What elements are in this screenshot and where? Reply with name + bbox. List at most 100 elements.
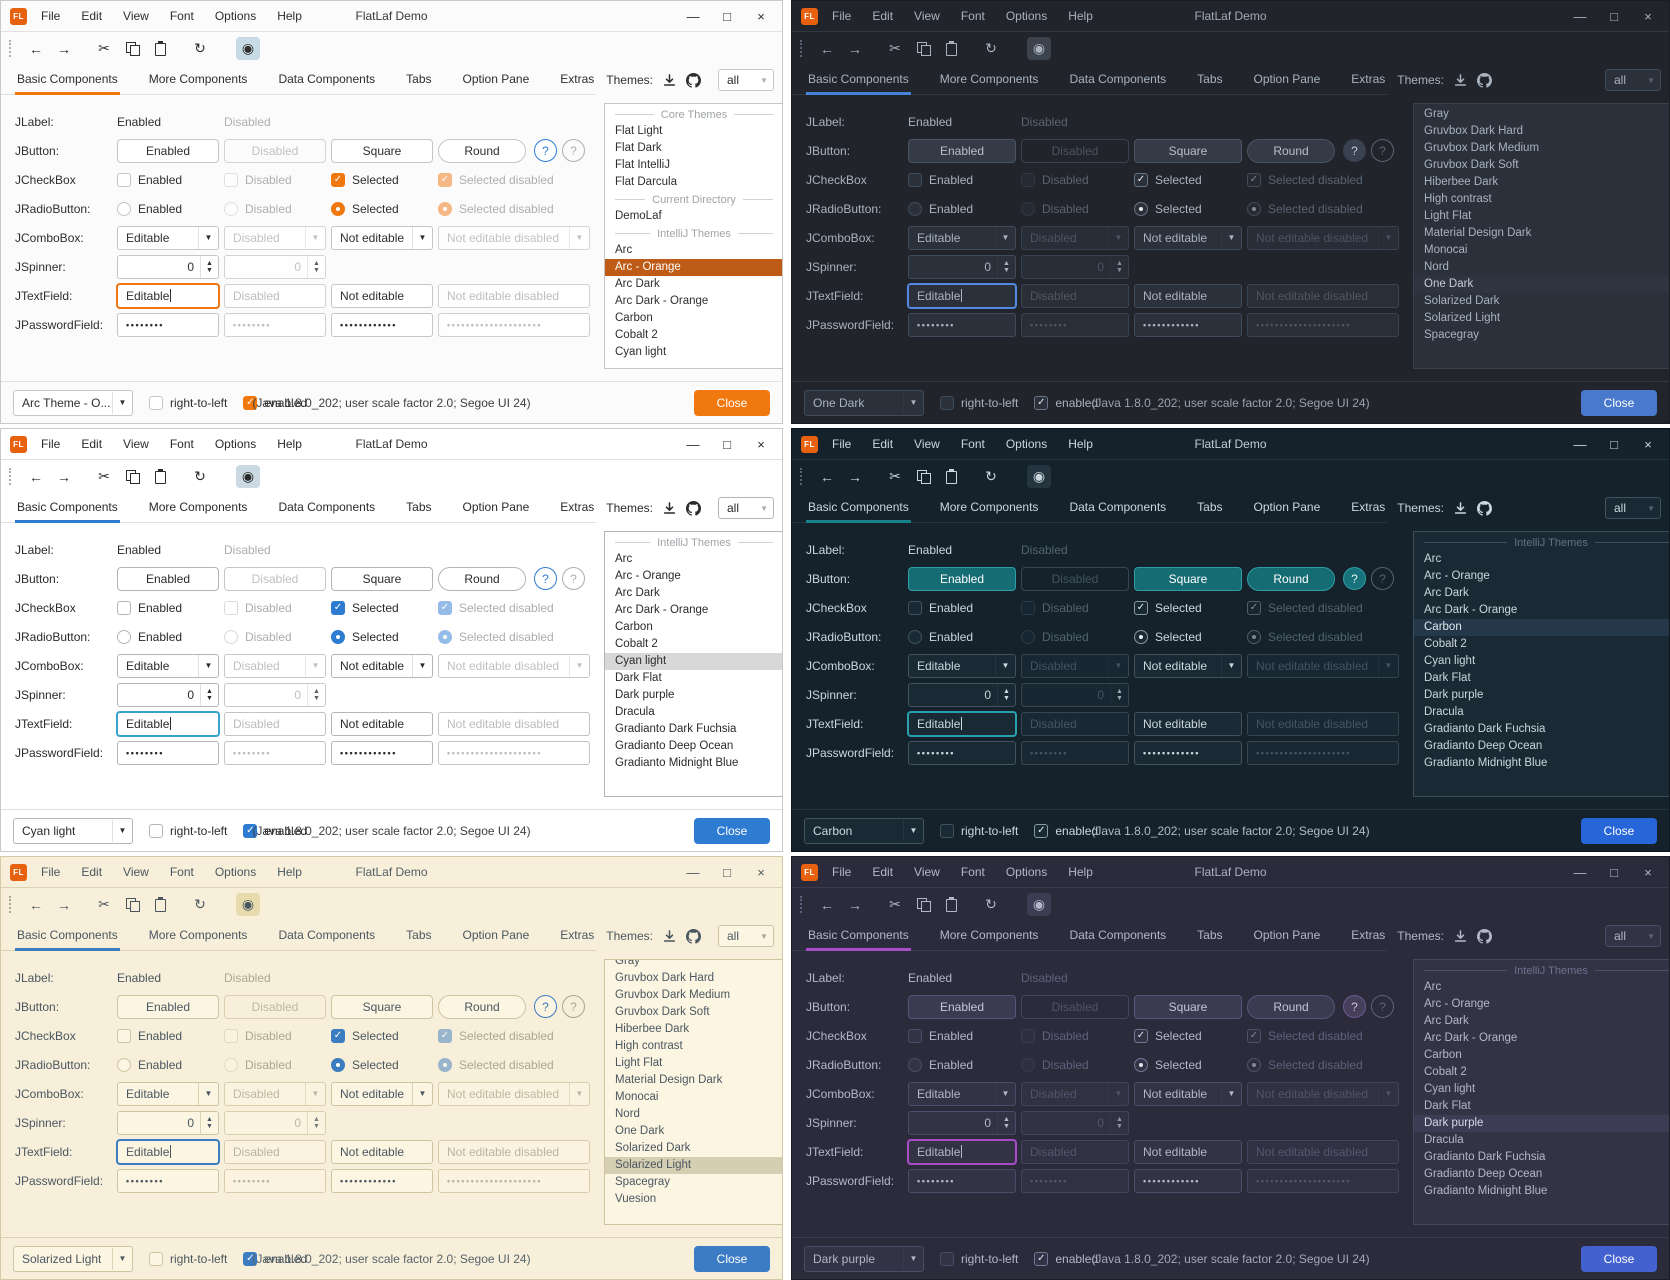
theme-list-item[interactable]: Gradianto Dark Fuchsia <box>1424 1151 1546 1163</box>
button[interactable]: Enabled <box>908 566 1016 591</box>
refresh-icon[interactable]: ↻ <box>985 468 997 484</box>
theme-list-item[interactable]: Dracula <box>615 706 655 718</box>
theme-list-item[interactable]: High contrast <box>1424 193 1492 205</box>
theme-selector[interactable]: Solarized Light ▼ <box>13 1245 133 1272</box>
theme-list-item[interactable]: Gruvbox Dark Hard <box>615 972 715 984</box>
enabled-checkbox[interactable]: ✓ enabled <box>243 823 307 838</box>
cut-icon[interactable]: ✂ <box>889 40 901 56</box>
back-icon[interactable]: ← <box>29 40 43 57</box>
checkbox[interactable]: Enabled <box>908 1028 973 1043</box>
back-icon[interactable]: ← <box>29 896 43 913</box>
theme-list-item[interactable]: Dark Flat <box>615 672 662 684</box>
combo-box[interactable]: Not editable ▼ <box>331 225 433 250</box>
button[interactable]: Round <box>1247 566 1335 591</box>
inspect-eye-icon[interactable]: ◉ <box>1027 37 1051 60</box>
minimize-button[interactable]: — <box>1573 8 1587 24</box>
theme-list-item[interactable]: Arc Dark - Orange <box>1424 1032 1518 1044</box>
checkbox[interactable]: ✓ Selected <box>1134 172 1202 187</box>
theme-list-item[interactable]: Flat Darcula <box>615 176 677 188</box>
menu-item-options[interactable]: Options <box>1005 437 1048 451</box>
theme-list-item[interactable]: Nord <box>1424 261 1449 273</box>
checkbox[interactable]: ✓ Selected <box>331 600 399 615</box>
theme-list-item[interactable]: Cobalt 2 <box>1424 1066 1467 1078</box>
password-field[interactable]: •••••••• <box>117 312 219 337</box>
cut-icon[interactable]: ✂ <box>98 40 110 56</box>
text-field[interactable]: Not editable <box>331 1139 433 1164</box>
theme-list-item[interactable]: Arc Dark - Orange <box>615 604 709 616</box>
download-icon[interactable] <box>662 501 677 516</box>
tab-data-components[interactable]: Data Components <box>1069 927 1167 942</box>
checkbox[interactable]: ✓ Selected <box>1134 600 1202 615</box>
drag-handle-icon[interactable] <box>800 896 804 913</box>
password-field[interactable]: •••••••• <box>117 740 219 765</box>
inspect-eye-icon[interactable]: ◉ <box>236 37 260 60</box>
menu-item-help[interactable]: Help <box>1068 437 1093 451</box>
checkbox[interactable]: Enabled <box>117 600 182 615</box>
tab-basic-components[interactable]: Basic Components <box>806 921 911 951</box>
theme-list-item[interactable]: Monocai <box>1424 244 1468 256</box>
text-field[interactable]: Not editable <box>331 283 433 308</box>
copy-icon[interactable] <box>911 893 935 916</box>
rtl-checkbox[interactable]: right-to-left <box>940 395 1018 410</box>
theme-list-item[interactable]: Arc <box>1424 553 1442 565</box>
menu-item-font[interactable]: Font <box>960 865 985 879</box>
theme-list-item[interactable]: Spacegray <box>1424 329 1479 341</box>
radio-button[interactable]: Selected <box>331 201 399 216</box>
combo-box[interactable]: Editable ▼ <box>117 653 219 678</box>
tab-more-components[interactable]: More Components <box>148 71 248 86</box>
theme-list-item[interactable]: Flat Light <box>615 125 663 137</box>
tab-data-components[interactable]: Data Components <box>278 71 376 86</box>
menu-item-file[interactable]: File <box>832 865 852 879</box>
menu-item-edit[interactable]: Edit <box>872 865 894 879</box>
rtl-checkbox[interactable]: right-to-left <box>149 395 227 410</box>
theme-list-item[interactable]: Solarized Light <box>1424 312 1501 324</box>
theme-list-item[interactable]: Dark Flat <box>1424 1100 1471 1112</box>
button[interactable]: Round <box>1247 994 1335 1019</box>
password-field[interactable]: •••••••• <box>117 1168 219 1193</box>
combo-box[interactable]: Editable ▼ <box>908 225 1016 250</box>
tab-data-components[interactable]: Data Components <box>1069 499 1167 514</box>
theme-filter-select[interactable]: all ▼ <box>718 497 774 519</box>
combo-box[interactable]: Not editable ▼ <box>1134 653 1242 678</box>
button[interactable]: Enabled <box>117 138 219 163</box>
theme-list-item[interactable]: One Dark <box>615 1125 665 1137</box>
checkbox[interactable]: ✓ Selected <box>1134 1028 1202 1043</box>
button[interactable]: Round <box>438 566 526 591</box>
theme-selector[interactable]: Dark purple ▼ <box>804 1245 924 1272</box>
radio-button[interactable]: Enabled <box>908 1057 973 1072</box>
password-field[interactable]: •••••••• <box>908 312 1016 337</box>
close-button[interactable]: Close <box>694 1245 770 1272</box>
tab-extras[interactable]: Extras <box>560 71 595 86</box>
spinner-arrows[interactable]: ▲ ▼ <box>997 1111 1015 1134</box>
copy-icon[interactable] <box>120 465 144 488</box>
forward-icon[interactable]: → <box>57 896 71 913</box>
tab-option-pane[interactable]: Option Pane <box>462 927 530 942</box>
theme-list-item[interactable]: Carbon <box>615 312 653 324</box>
theme-list-item[interactable]: Cobalt 2 <box>615 638 658 650</box>
back-icon[interactable]: ← <box>820 40 834 57</box>
theme-list-item[interactable]: Monocai <box>615 1091 659 1103</box>
close-button[interactable]: Close <box>694 817 770 844</box>
menu-item-help[interactable]: Help <box>277 437 302 451</box>
help-button[interactable]: ? <box>534 995 557 1018</box>
password-field[interactable]: •••••••••••• <box>1134 312 1242 337</box>
menu-item-options[interactable]: Options <box>1005 865 1048 879</box>
spinner[interactable]: 0 ▲ ▼ <box>908 1110 1016 1135</box>
radio-button[interactable]: Enabled <box>117 201 182 216</box>
theme-list-item[interactable]: Arc - Orange <box>605 259 782 276</box>
spinner[interactable]: 0 ▲ ▼ <box>908 254 1016 279</box>
drag-handle-icon[interactable] <box>800 40 804 57</box>
spinner[interactable]: 0 ▲ ▼ <box>117 682 219 707</box>
button[interactable]: Square <box>1134 138 1242 163</box>
help-button[interactable]: ? <box>1343 567 1366 590</box>
inspect-eye-icon[interactable]: ◉ <box>236 465 260 488</box>
radio-button[interactable]: Selected <box>1134 201 1202 216</box>
theme-list-item[interactable]: Dracula <box>1424 1134 1464 1146</box>
text-field[interactable]: Not editable <box>1134 1139 1242 1164</box>
tab-tabs[interactable]: Tabs <box>1197 927 1223 942</box>
github-icon[interactable] <box>686 501 701 516</box>
menu-item-help[interactable]: Help <box>277 865 302 879</box>
theme-selector[interactable]: Cyan light ▼ <box>13 817 133 844</box>
cut-icon[interactable]: ✂ <box>98 896 110 912</box>
help-button[interactable]: ? <box>1371 567 1394 590</box>
